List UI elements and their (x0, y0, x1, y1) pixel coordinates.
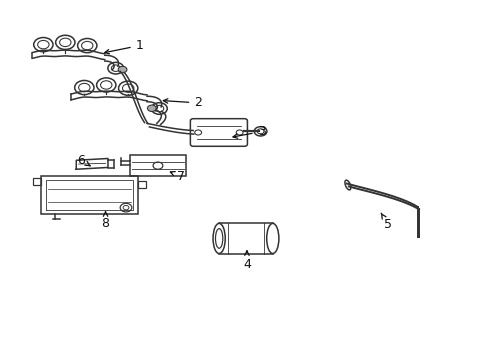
Circle shape (118, 66, 127, 73)
Circle shape (147, 105, 156, 112)
Text: 3: 3 (232, 125, 265, 138)
Bar (41, 176, 138, 214)
Bar (130, 155, 185, 176)
Bar (33, 178, 41, 185)
Bar (219, 224, 272, 253)
Text: 4: 4 (243, 251, 250, 271)
Bar (138, 181, 145, 188)
Text: 6: 6 (77, 154, 90, 167)
Text: 5: 5 (380, 213, 391, 231)
Text: 8: 8 (102, 211, 109, 230)
Text: 1: 1 (104, 39, 143, 54)
Ellipse shape (266, 224, 278, 253)
Text: 2: 2 (163, 96, 202, 109)
Text: 7: 7 (170, 170, 185, 183)
Ellipse shape (213, 224, 225, 253)
